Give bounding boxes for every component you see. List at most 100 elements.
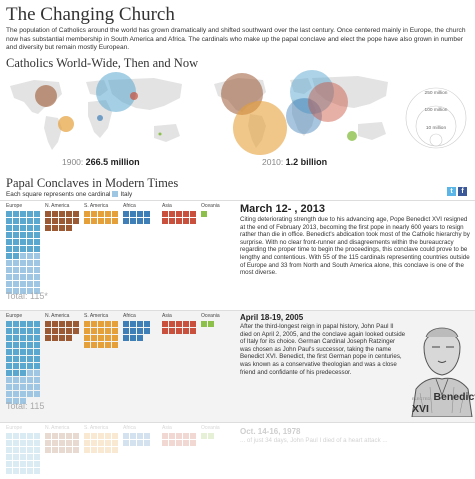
cardinal-square — [27, 281, 33, 287]
conclave-2013: Europe N. America S. America Africa Asia… — [0, 203, 475, 308]
cardinal-square — [27, 349, 33, 355]
cardinal-square — [59, 447, 65, 453]
cardinal-square — [130, 335, 136, 341]
cardinal-square — [162, 218, 168, 224]
cardinal-square — [98, 335, 104, 341]
cardinal-square — [73, 328, 79, 334]
cardinal-square — [6, 218, 12, 224]
cardinal-square — [45, 447, 51, 453]
cardinal-square — [27, 239, 33, 245]
cardinal-square — [6, 267, 12, 273]
facebook-share-button[interactable]: f — [458, 187, 467, 196]
cardinal-square — [13, 260, 19, 266]
cardinal-square — [34, 384, 40, 390]
grid-asia-1978 — [162, 433, 196, 446]
cardinal-square — [27, 211, 33, 217]
cardinal-square — [27, 363, 33, 369]
cardinal-square — [98, 321, 104, 327]
cardinal-square — [6, 281, 12, 287]
cardinal-square — [45, 211, 51, 217]
grid-oceania-2013 — [201, 211, 220, 217]
cardinal-square — [6, 328, 12, 334]
cardinal-square — [130, 433, 136, 439]
bubble-africa-1900 — [97, 115, 103, 121]
caption-1900: 1900: 266.5 million — [62, 157, 140, 167]
event-text-2013: Citing deteriorating strength due to his… — [240, 216, 470, 277]
cardinal-square — [34, 433, 40, 439]
cardinal-square — [45, 321, 51, 327]
cardinal-square — [34, 342, 40, 348]
cardinal-square — [34, 447, 40, 453]
cardinal-square — [34, 461, 40, 467]
twitter-share-button[interactable]: t — [447, 187, 456, 196]
cardinal-square — [6, 239, 12, 245]
grid-africa-2005 — [123, 321, 150, 341]
cardinal-square — [45, 433, 51, 439]
cardinal-square — [13, 246, 19, 252]
cardinal-square — [66, 433, 72, 439]
cardinal-square — [52, 211, 58, 217]
cardinal-square — [20, 253, 26, 259]
cardinal-square — [91, 342, 97, 348]
cardinal-square — [183, 218, 189, 224]
cardinal-square — [34, 239, 40, 245]
cardinal-square — [27, 246, 33, 252]
grid-namerica-1978 — [45, 433, 79, 453]
cardinal-square — [34, 363, 40, 369]
conclave-2005-background — [0, 310, 475, 422]
cardinal-square — [144, 218, 150, 224]
event-1978: Oct. 14-16, 1978 ... of just 34 days, Jo… — [240, 427, 406, 445]
cardinal-square — [6, 321, 12, 327]
size-legend: 250 million 100 million 10 million — [404, 86, 468, 150]
cardinal-square — [20, 433, 26, 439]
cardinal-square — [13, 454, 19, 460]
cardinal-square — [20, 384, 26, 390]
cardinal-square — [52, 335, 58, 341]
cardinal-square — [34, 246, 40, 252]
cardinal-square — [34, 391, 40, 397]
cardinal-square — [13, 288, 19, 294]
cardinal-square — [52, 218, 58, 224]
grid-samerica-1978 — [84, 433, 118, 453]
cardinal-square — [45, 225, 51, 231]
cardinal-square — [105, 447, 111, 453]
cardinal-square — [20, 398, 26, 404]
cardinal-square — [20, 447, 26, 453]
bubble-namerica-1900 — [35, 85, 57, 107]
cardinal-square — [183, 211, 189, 217]
grid-europe-2005 — [6, 321, 40, 404]
cardinal-square — [20, 335, 26, 341]
cardinal-square — [190, 321, 196, 327]
cardinal-square — [34, 267, 40, 273]
size-legend-circles — [405, 87, 467, 149]
cardinal-square — [20, 342, 26, 348]
cardinal-square — [84, 328, 90, 334]
cardinal-square — [13, 447, 19, 453]
cardinal-square — [20, 288, 26, 294]
cardinal-square — [6, 433, 12, 439]
cardinal-square — [20, 328, 26, 334]
cardinal-square — [13, 384, 19, 390]
cardinal-square — [137, 328, 143, 334]
cardinal-square — [13, 211, 19, 217]
cardinal-square — [6, 363, 12, 369]
cardinal-square — [6, 335, 12, 341]
cardinal-square — [27, 440, 33, 446]
legend-10m: 10 million — [425, 126, 447, 131]
cardinal-square — [27, 232, 33, 238]
cardinal-square — [27, 370, 33, 376]
cardinal-square — [34, 356, 40, 362]
bubble-europe-1900 — [96, 72, 136, 112]
cardinal-square — [20, 349, 26, 355]
grid-samerica-2005 — [84, 321, 118, 348]
cardinal-square — [20, 211, 26, 217]
cardinal-square — [105, 433, 111, 439]
cardinal-square — [84, 342, 90, 348]
grid-asia-2013 — [162, 211, 196, 224]
conclaves-heading: Papal Conclaves in Modern Times — [6, 176, 179, 190]
map-1900 — [10, 72, 182, 150]
cardinal-square — [13, 335, 19, 341]
cardinal-square — [6, 468, 12, 474]
cardinal-square — [27, 433, 33, 439]
cardinal-square — [144, 328, 150, 334]
